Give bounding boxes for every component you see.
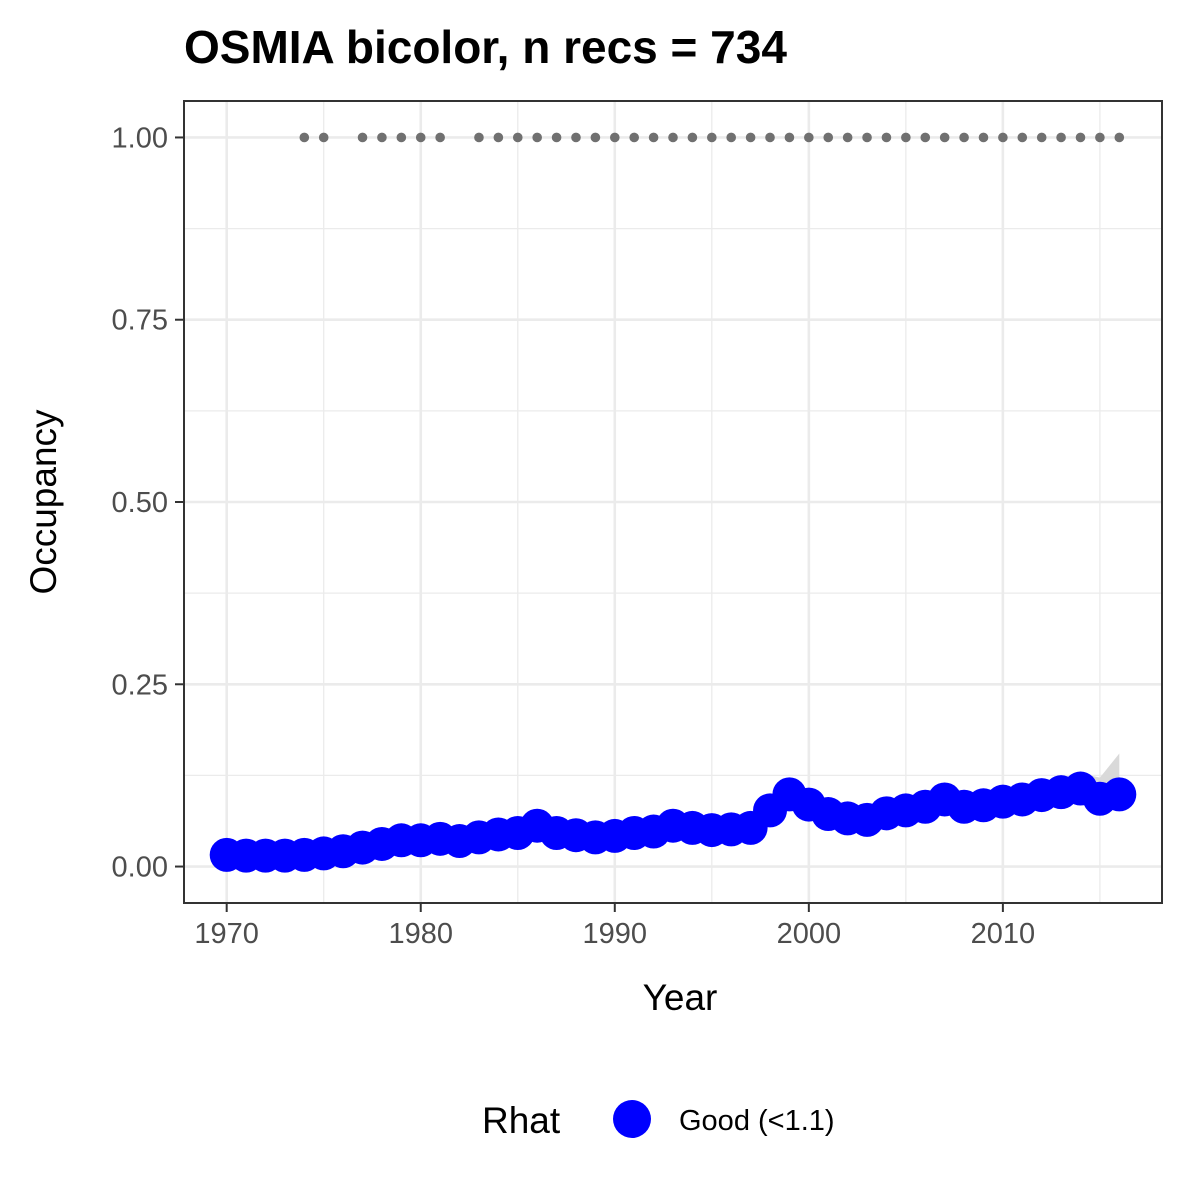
record-dot [687,132,698,143]
record-dot [474,132,484,143]
record-dot [357,132,368,143]
record-dot [571,132,581,143]
legend-key-circle [613,1100,651,1138]
y-tick-label: 0.00 [112,852,168,884]
record-dot [493,132,504,143]
record-dot [881,132,892,143]
record-dot [998,132,1008,143]
record-dot [745,132,756,143]
record-dot [435,132,445,143]
x-axis-title: Year [643,977,718,1018]
x-tick-label: 1980 [388,918,453,950]
record-dot [842,132,853,143]
y-tick-label: 0.75 [112,305,168,337]
legend: Rhat Good (<1.1) [482,1100,835,1141]
record-dot [920,132,931,143]
record-dot [1017,132,1028,143]
record-dot [939,132,950,143]
record-dot [629,132,639,143]
record-dot [959,132,969,143]
record-dots-layer [299,132,1125,143]
record-dot [299,132,310,143]
record-dot [1036,132,1047,143]
record-dot [318,132,329,143]
record-dot [415,132,426,143]
record-dot [784,132,795,143]
legend-label: Good (<1.1) [679,1105,835,1137]
record-dot [726,132,737,143]
record-dot [978,132,989,143]
record-dot [1075,132,1086,143]
record-dot [1056,132,1066,143]
legend-title: Rhat [482,1100,561,1141]
record-dot [765,132,775,143]
record-dot [668,132,678,143]
record-dot [648,132,659,143]
record-dot [532,132,542,143]
record-dot [377,132,387,143]
occupancy-point [1102,777,1137,812]
record-dot [590,132,601,143]
y-tick-label: 0.25 [112,669,168,701]
grid-lines [184,101,1162,903]
record-dot [609,132,620,143]
record-dot [862,132,872,143]
record-dot [512,132,523,143]
x-tick-label: 2010 [971,918,1036,950]
y-axis-title: Occupancy [23,409,64,595]
record-dot [804,132,814,143]
record-dot [1114,132,1125,143]
record-dot [1095,132,1105,143]
x-tick-label: 2000 [777,918,842,950]
record-dot [901,132,911,143]
x-tick-label: 1990 [583,918,648,950]
record-dot [396,132,407,143]
record-dot [823,132,834,143]
chart-title: OSMIA bicolor, n recs = 734 [184,21,787,73]
y-tick-label: 0.50 [112,487,168,519]
axis-ticks: 1970 1980 1990 2000 2010 0.00 0.25 0.50 0.75 1.00 [112,122,1036,950]
occupancy-series-layer [209,771,1137,873]
x-tick-label: 1970 [194,918,259,950]
record-dot [551,132,562,143]
record-dot [707,132,717,143]
y-tick-label: 1.00 [112,122,168,154]
